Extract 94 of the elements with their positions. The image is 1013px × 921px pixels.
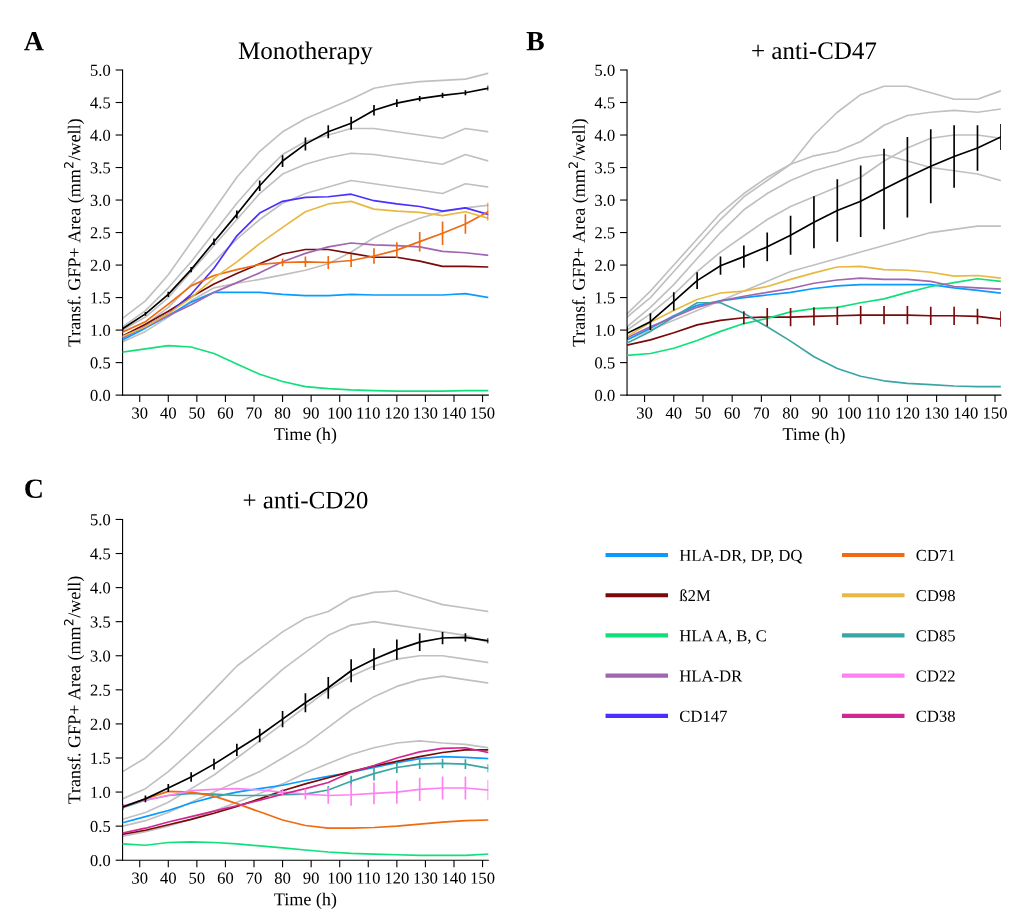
legend-label: HLA-DR xyxy=(679,670,743,682)
x-tick-label: 30 xyxy=(132,872,148,884)
x-tick-label: 60 xyxy=(724,407,740,419)
x-tick-label: 140 xyxy=(954,407,978,419)
x-tick-label: 50 xyxy=(189,872,205,884)
y-tick-label: 1.0 xyxy=(91,786,111,799)
y-tick-label: 2.5 xyxy=(90,684,111,696)
x-tick-label: 80 xyxy=(782,407,799,419)
x-tick-label: 60 xyxy=(217,407,234,419)
x-tick-label: 120 xyxy=(385,872,409,884)
y-tick-label: 0.5 xyxy=(595,357,615,369)
y-tick-label: 2.0 xyxy=(595,259,615,272)
y-tick-label: 4.5 xyxy=(90,548,111,560)
y-tick-label: 1.0 xyxy=(595,324,615,337)
x-tick-label: 30 xyxy=(132,407,148,419)
y-tick-label: 2.5 xyxy=(90,227,111,239)
x-tick-label: 110 xyxy=(357,407,380,419)
y-tick-label: 4.5 xyxy=(594,97,615,109)
x-tick-label: 110 xyxy=(357,872,380,884)
legend-label: CD38 xyxy=(916,710,955,722)
chart-title: Monotherapy xyxy=(238,41,373,65)
y-tick-label: 2.5 xyxy=(595,227,615,239)
x-tick-label: 40 xyxy=(665,407,682,419)
x-tick-label: 100 xyxy=(837,407,861,419)
y-tick-label: 1.5 xyxy=(91,292,111,304)
y-tick-label: 3.5 xyxy=(90,162,111,174)
legend-label: CD98 xyxy=(916,589,955,602)
chart-title: + anti-CD20 xyxy=(243,491,368,509)
x-axis-title: Time (h) xyxy=(274,892,337,910)
y-tick-label: 3.0 xyxy=(90,650,111,662)
legend-label: CD85 xyxy=(916,630,955,642)
x-tick-label: 70 xyxy=(246,872,262,884)
y-axis-title: Transf. GFP+ Area (mm$^{2}$/well) xyxy=(63,119,85,347)
legend-label: HLA A, B, C xyxy=(679,630,766,644)
x-tick-label: 150 xyxy=(471,407,495,419)
legend-label: ß2M xyxy=(679,589,711,602)
x-tick-label: 120 xyxy=(385,407,409,419)
x-tick-label: 80 xyxy=(274,872,291,884)
x-tick-label: 90 xyxy=(303,872,319,884)
x-tick-label: 130 xyxy=(925,407,949,419)
x-tick-label: 40 xyxy=(160,872,176,884)
x-tick-label: 40 xyxy=(160,407,176,419)
text: C xyxy=(25,479,42,499)
y-tick-label: 5.0 xyxy=(595,64,615,77)
legend-label: CD22 xyxy=(916,670,955,682)
y-tick-label: 4.5 xyxy=(90,97,111,109)
y-tick-label: 4.0 xyxy=(594,129,615,142)
x-tick-label: 100 xyxy=(328,872,352,884)
y-tick-label: 3.0 xyxy=(90,194,111,207)
y-tick-label: 3.0 xyxy=(595,194,615,207)
legend-label: CD71 xyxy=(916,549,955,562)
x-tick-label: 80 xyxy=(274,407,291,419)
x-tick-label: 150 xyxy=(983,407,1007,419)
x-axis-title: Time (h) xyxy=(274,427,337,444)
text: B xyxy=(526,32,544,51)
y-tick-label: 4.0 xyxy=(90,582,111,594)
legend-label: CD147 xyxy=(679,710,727,722)
y-tick-label: 1.5 xyxy=(91,752,111,764)
x-tick-label: 70 xyxy=(246,407,262,419)
x-tick-label: 60 xyxy=(217,872,234,884)
chart-title: + anti-CD47 xyxy=(752,42,877,60)
y-tick-label: 0.5 xyxy=(90,820,111,833)
x-tick-label: 110 xyxy=(867,407,890,419)
legend-label: HLA-DR, DP, DQ xyxy=(679,549,803,564)
x-tick-label: 120 xyxy=(896,407,920,419)
x-tick-label: 50 xyxy=(189,407,205,419)
y-tick-label: 5.0 xyxy=(90,514,111,526)
y-tick-label: 1.0 xyxy=(91,324,111,337)
x-tick-label: 140 xyxy=(442,872,466,884)
y-tick-label: 0.0 xyxy=(90,389,111,402)
y-tick-label: 2.0 xyxy=(90,718,111,730)
x-tick-label: 90 xyxy=(811,407,828,419)
x-tick-label: 50 xyxy=(695,407,711,419)
y-tick-label: 2.0 xyxy=(90,259,111,272)
y-tick-label: 0.0 xyxy=(90,854,111,867)
x-axis-title: Time (h) xyxy=(782,427,845,444)
y-axis-title: Transf. GFP+ Area (mm$^{2}$/well) xyxy=(63,576,85,804)
y-tick-label: 3.5 xyxy=(90,616,111,628)
x-tick-label: 140 xyxy=(442,407,466,419)
x-tick-label: 70 xyxy=(754,407,770,419)
x-tick-label: 150 xyxy=(471,872,495,884)
x-tick-label: 30 xyxy=(637,407,653,419)
y-tick-label: 0.5 xyxy=(90,357,111,369)
x-tick-label: 90 xyxy=(303,407,319,419)
text: A xyxy=(24,31,44,51)
y-tick-label: 3.5 xyxy=(595,162,615,174)
y-tick-label: 4.0 xyxy=(90,129,111,142)
x-tick-label: 130 xyxy=(414,407,438,419)
y-tick-label: 1.5 xyxy=(595,292,615,304)
x-tick-label: 100 xyxy=(328,407,352,419)
y-axis-title: Transf. GFP+ Area (mm$^{2}$/well) xyxy=(568,119,589,347)
y-tick-label: 0.0 xyxy=(595,389,615,402)
x-tick-label: 130 xyxy=(414,872,438,884)
y-tick-label: 5.0 xyxy=(90,64,111,77)
